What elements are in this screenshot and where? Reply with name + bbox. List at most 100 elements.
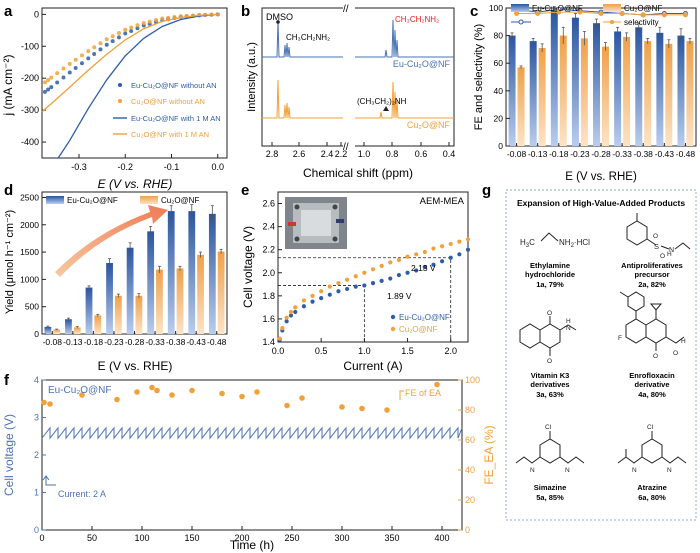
panel-a-ytick-label: -200 <box>21 73 39 83</box>
panel-letter-b: b <box>241 3 250 20</box>
structure-3a: O O H N <box>519 310 577 365</box>
panel-e-legend-label: Eu-Cu₂O@NF <box>399 313 450 322</box>
panel-e-point-eu <box>362 283 367 288</box>
panel-f-ylabel: Cell voltage (V) <box>2 414 16 496</box>
panel-b-nmr: // // DMSO CH₃CH₂NH₂ CH₃CH₂NH₂ (CH₃CH₂)₂… <box>246 2 455 180</box>
panel-c-bar-cu <box>538 48 546 146</box>
panel-e-point-cu <box>388 260 393 265</box>
panel-d-bar-eu <box>147 231 155 334</box>
axis-break-mark-top: // <box>343 4 349 15</box>
panel-c-selectivity-point <box>556 9 562 15</box>
panel-e-point-eu <box>457 252 462 257</box>
structure-5a: Cl N N <box>515 424 585 474</box>
panel-c-xlabel: E (V vs. RHE) <box>565 171 637 183</box>
panel-e-ytick-label: 2.0 <box>262 268 275 278</box>
panel-c-bar-cu <box>602 46 609 146</box>
panel-a-dot <box>79 61 84 66</box>
svg-text:O: O <box>547 358 552 365</box>
panel-a-frame <box>41 7 228 159</box>
panel-e-point-cu <box>336 281 341 286</box>
panel-d-bar-cu <box>156 269 163 334</box>
panel-a-dot <box>86 49 91 54</box>
panel-a-legend-label: Eu-Cu₂O@NF without AN <box>131 81 217 90</box>
panel-a-xlabel: E (V vs. RHE) <box>98 177 173 191</box>
svg-text:Cl: Cl <box>647 424 654 431</box>
panel-a-dot <box>92 45 97 50</box>
panel-f-fe-point <box>41 399 47 406</box>
fe-arrow <box>399 390 404 400</box>
svg-text:N: N <box>565 467 570 474</box>
panel-d-legend-label: Cu₂O@NF <box>161 196 199 205</box>
panel-e-legend-label: Cu₂O@NF <box>399 325 437 334</box>
panel-f-ytick-label-right: 0 <box>465 525 470 535</box>
product-2a-name-line1: Antiproliferatives <box>621 261 683 270</box>
panel-b-ylabel: Intensity (a.u.) <box>246 42 258 112</box>
panel-d-xtick-label: -0.28 <box>125 337 145 347</box>
panel-a-dot <box>73 57 78 62</box>
panel-f-fe-point <box>189 387 195 394</box>
panel-c-xtick-label: -0.33 <box>612 149 632 159</box>
panel-f-fe-point <box>149 384 155 391</box>
panel-b-xtick-label: 0.4 <box>443 149 456 159</box>
panel-a-xtick-label: -0.3 <box>71 162 87 172</box>
panel-e-xlabel: Current (A) <box>343 359 402 373</box>
panel-d-bar-eu <box>65 319 72 334</box>
panel-e-point-cu <box>288 309 294 315</box>
panel-c-selectivity-point <box>577 9 583 15</box>
panel-b-xtick-label: 2.2 <box>335 149 348 159</box>
structure-6a: Cl N N <box>617 424 687 474</box>
panel-letter-c: c <box>470 3 478 20</box>
product-1a-name-line1: Ethylamine <box>530 261 570 270</box>
panel-e-ytick-label: 2.2 <box>262 245 275 255</box>
nmr-spectrum-eu <box>262 19 454 58</box>
panel-a-ytick-label: -300 <box>21 105 39 115</box>
annotation-diethylamine: (CH₃CH₂)₂NH <box>357 97 407 106</box>
panel-a-dot <box>55 80 60 85</box>
svg-text:O: O <box>673 350 678 357</box>
panel-f-fe-point <box>299 395 305 401</box>
panel-f-fe-point <box>47 401 53 407</box>
panel-a-dot <box>129 25 134 30</box>
panel-d-ytick-label: 2500 <box>20 192 39 202</box>
panel-e-point-eu <box>379 278 384 283</box>
panel-f-ytick-label-right: 20 <box>465 495 475 505</box>
product-1a-yield: 1a, 79% <box>536 280 564 289</box>
panel-f-ytick-label-right: 100 <box>465 375 480 385</box>
structure-2a: S O O H N <box>626 213 691 260</box>
device-photo <box>285 197 347 249</box>
panel-f-fe-point <box>384 407 390 413</box>
svg-text:Cl: Cl <box>545 424 552 431</box>
panel-a-legend-marker <box>118 83 122 87</box>
panel-d-bar-eu <box>188 211 196 334</box>
panel-e-ytick-label: 1.8 <box>262 291 275 301</box>
panel-f-voltage-trace <box>41 426 463 440</box>
product-5a-yield: 5a, 85% <box>536 493 564 502</box>
panel-a-xtick-label: -0.2 <box>117 162 133 172</box>
panel-c-bar-cu <box>644 41 652 147</box>
panel-b-xtick-label: 2.8 <box>266 149 279 159</box>
panel-c-legend-swatch-cu <box>603 4 621 12</box>
panel-a-dot <box>49 85 54 90</box>
panel-c-xtick-label: -0.08 <box>507 149 527 159</box>
product-3a-yield: 3a, 63% <box>536 390 564 399</box>
panel-a-dot <box>166 15 171 20</box>
panel-a-dot <box>46 87 51 92</box>
panel-d-xtick-label: -0.38 <box>166 337 186 347</box>
panel-c-ytick-label: 40 <box>494 86 504 96</box>
panel-c-bar-cu <box>559 35 567 146</box>
panel-f-ylabel-right: FE_EA (%) <box>482 425 496 484</box>
panel-d-bar-eu <box>106 263 113 334</box>
panel-f-xtick-label: 150 <box>184 533 199 543</box>
panel-e-point-cu <box>293 305 298 310</box>
axis-break-gap <box>343 2 355 152</box>
panel-c-legend-label: Eu-Cu₂O@NF <box>532 4 583 13</box>
panel-c-bar-cu <box>686 41 694 147</box>
panel-d-bar-eu <box>126 247 134 334</box>
panel-e-xtick-label: 0.0 <box>272 346 285 356</box>
panel-a-legend-label: Cu₂O@NF with 1 M AN <box>131 130 209 139</box>
panel-b-xtick-label: 1.0 <box>358 149 371 159</box>
panel-c-legend-label: selectivity <box>624 18 659 27</box>
panel-b-xtick-label: 0.6 <box>415 149 428 159</box>
panel-letter-d: d <box>4 182 13 199</box>
